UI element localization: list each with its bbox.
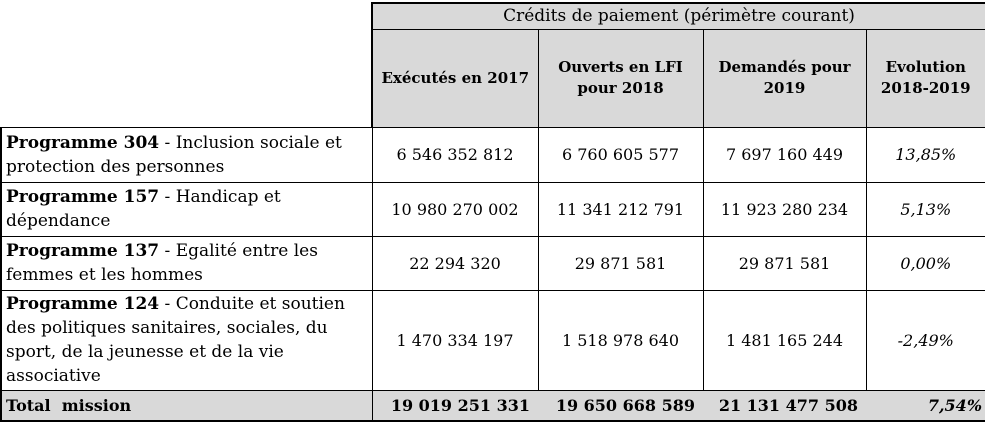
program-137-row: Programme 137 - Egalité entre les femmes… (0, 235, 985, 291)
total-label-cell: Total mission (0, 389, 373, 422)
program-304-row: Programme 304 - Inclusion sociale et pro… (0, 126, 985, 183)
total-value-cell-lfi-2018: 19 650 668 589 (538, 389, 703, 422)
column-header-row: Exécutés en 2017 Ouverts en LFI pour 201… (1, 28, 985, 128)
evolution-cell: 5,13% (865, 181, 985, 237)
program-label-cell: Programme 137 - Egalité entre les femmes… (0, 235, 373, 291)
value-cell-lfi-2018: 6 760 605 577 (537, 126, 704, 183)
program-label-cell: Programme 304 - Inclusion sociale et pro… (0, 126, 373, 183)
evolution-cell: 0,00% (865, 235, 985, 291)
program-label-cell: Programme 157 - Handicap et dépendance (0, 181, 373, 237)
empty-corner-cell (1, 3, 372, 127)
col-header-demandes-2019: Demandés pour 2019 (702, 28, 867, 128)
value-cell-2017: 1 470 334 197 (371, 289, 539, 391)
col-header-ouverts-lfi-2018: Ouverts en LFI pour 2018 (537, 28, 704, 128)
program-number: Programme 124 (6, 294, 160, 314)
total-mission-row: Total mission 19 019 251 331 19 650 668 … (0, 389, 985, 422)
col-header-executes-2017: Exécutés en 2017 (371, 28, 539, 128)
value-cell-2017: 10 980 270 002 (371, 181, 539, 237)
value-cell-2017: 22 294 320 (371, 235, 539, 291)
program-157-row: Programme 157 - Handicap et dépendance 1… (0, 181, 985, 237)
evolution-cell: 13,85% (865, 126, 985, 183)
value-cell-2019: 29 871 581 (702, 235, 867, 291)
value-cell-2019: 7 697 160 449 (702, 126, 867, 183)
value-cell-2017: 6 546 352 812 (371, 126, 539, 183)
total-value-cell-2019: 21 131 477 508 (703, 389, 866, 422)
program-description: - Egalité entre les femmes et les hommes (6, 241, 318, 285)
value-cell-lfi-2018: 29 871 581 (537, 235, 704, 291)
table-title: Crédits de paiement (périmètre courant) (370, 2, 985, 30)
value-cell-2019: 1 481 165 244 (702, 289, 867, 391)
total-value-cell-2017: 19 019 251 331 (372, 389, 538, 422)
program-description: - Inclusion sociale et protection des pe… (6, 132, 342, 177)
program-description: - Handicap et dépendance (6, 187, 281, 231)
program-124-row: Programme 124 - Conduite et soutien des … (0, 289, 985, 391)
program-number: Programme 137 (6, 241, 160, 261)
program-description: - Conduite et soutien des politiques san… (6, 294, 345, 386)
value-cell-lfi-2018: 1 518 978 640 (537, 289, 704, 391)
program-label-cell: Programme 124 - Conduite et soutien des … (0, 289, 373, 391)
evolution-cell: -2,49% (865, 289, 985, 391)
program-number: Programme 157 (6, 187, 160, 207)
title-row: Crédits de paiement (périmètre courant) (1, 2, 985, 127)
value-cell-2019: 11 923 280 234 (702, 181, 867, 237)
col-header-evolution-2018-2019: Evolution 2018-2019 (865, 28, 985, 128)
program-number: Programme 304 (6, 132, 160, 153)
value-cell-lfi-2018: 11 341 212 791 (537, 181, 704, 237)
total-evolution-cell: 7,54% (866, 389, 985, 422)
